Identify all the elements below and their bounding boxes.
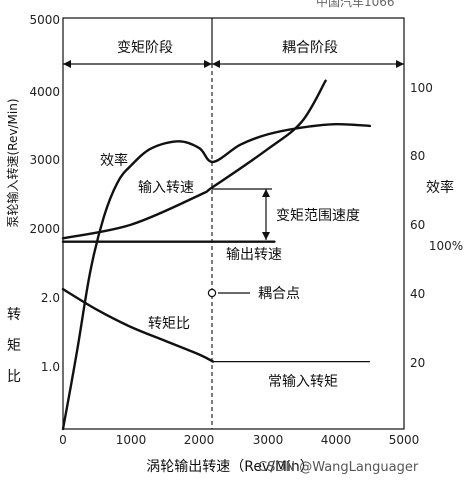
x-tick-label: 4000	[321, 433, 352, 447]
stage-arrow-mid-left	[204, 60, 212, 68]
y-eff-tick-label: 20	[410, 356, 425, 370]
speed-range-arrow-down	[262, 232, 270, 240]
series-label-constant-input-torque: 常输入转矩	[268, 374, 338, 390]
y-torque-tick-label: 2.0	[41, 291, 60, 305]
plot-frame	[62, 17, 405, 430]
torque-ratio-curve	[61, 287, 215, 363]
x-tick-label: 0	[59, 433, 67, 447]
y-torque-axis-label-char: 比	[7, 369, 21, 385]
input-speed-curve	[61, 79, 327, 240]
stage-arrow-right	[396, 60, 404, 68]
annotation-speed-range: 变矩范围速度	[276, 207, 360, 224]
x-axis-ticks: 0 1000 2000 3000 4000 5000	[59, 433, 419, 447]
speed-range-arrow-up	[262, 189, 270, 197]
series-label-efficiency: 效率	[100, 152, 128, 169]
left-torque-ticks: 2.0 1.0	[41, 291, 60, 374]
x-axis-label: 涡轮输出转速（Rev/Min）	[146, 459, 314, 475]
efficiency-curve	[61, 122, 372, 431]
y-speed-axis-label: 泵轮输入转速(Rev/Min)	[5, 99, 20, 228]
annotation-coupling-point: 耦合点	[258, 286, 300, 302]
y-torque-axis-label: 转 矩 比	[7, 307, 21, 385]
watermark-top: 中国汽车1066	[316, 0, 395, 9]
stage-label-coupling: 耦合阶段	[282, 40, 338, 56]
watermark-bottom: CSDN @WangLanguager	[258, 460, 419, 475]
y-eff-tick-label: 40	[410, 287, 425, 301]
stage-label-torque-conversion: 变矩阶段	[117, 40, 173, 56]
y-speed-tick-label: 3000	[29, 153, 60, 167]
x-tick-label: 3000	[253, 433, 284, 447]
y-torque-axis-label-char: 矩	[7, 338, 21, 354]
series-label-torque-ratio: 转矩比	[148, 316, 190, 332]
y-speed-tick-label: 5000	[29, 13, 60, 27]
y-eff-axis-unit: 100%	[429, 239, 463, 253]
coupling-point-marker	[207, 288, 217, 298]
y-eff-tick-label: 60	[410, 218, 425, 232]
y-eff-axis-label: 效率	[426, 179, 454, 196]
right-efficiency-ticks: 100 80 60 40 20	[410, 81, 433, 370]
y-torque-tick-label: 1.0	[41, 360, 60, 374]
series-layer	[61, 79, 372, 431]
x-tick-label: 5000	[389, 433, 420, 447]
y-torque-axis-label-char: 转	[7, 307, 21, 323]
y-speed-tick-label: 2000	[29, 222, 60, 236]
stage-arrow-mid-right	[212, 60, 220, 68]
y-speed-tick-label: 4000	[29, 85, 60, 99]
y-eff-tick-label: 100	[410, 81, 433, 95]
y-eff-tick-label: 80	[410, 149, 425, 163]
series-label-input-speed: 输入转速	[138, 180, 194, 196]
series-label-output-speed: 输出转速	[226, 247, 282, 263]
stage-arrow-left	[63, 60, 71, 68]
x-tick-label: 1000	[116, 433, 147, 447]
x-tick-label: 2000	[184, 433, 215, 447]
left-speed-ticks: 5000 4000 3000 2000	[29, 13, 60, 236]
